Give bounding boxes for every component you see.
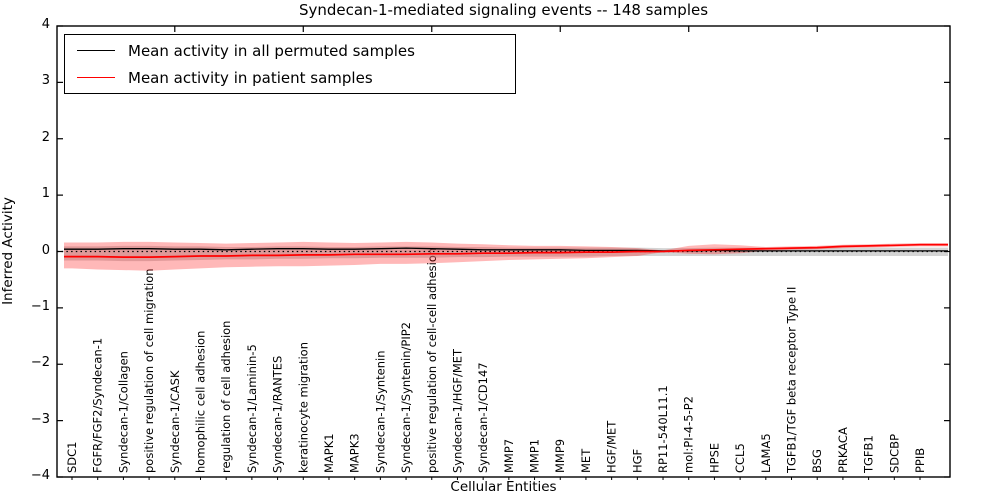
legend: Mean activity in all permuted samples Me… xyxy=(64,34,516,94)
x-tick-label: MMP9 xyxy=(553,439,567,473)
y-tick-label: −1 xyxy=(30,298,50,314)
x-tick-label: MET xyxy=(579,448,593,473)
x-tick-label: TGFB1 xyxy=(862,435,876,474)
permuted-mean-line xyxy=(64,247,948,252)
y-tick-label: −3 xyxy=(30,411,50,427)
y-tick-label: −4 xyxy=(30,468,50,483)
y-tick-label: 1 xyxy=(41,186,50,202)
x-tick-label: MAPK3 xyxy=(348,433,362,473)
x-tick-label: PPIB xyxy=(913,448,927,473)
y-tick-label: 0 xyxy=(41,242,50,258)
x-tick-label: MAPK1 xyxy=(322,433,336,473)
legend-item-patient: Mean activity in patient samples xyxy=(65,65,515,91)
x-tick-label: HGF xyxy=(630,449,644,473)
x-tick-label: SDCBP xyxy=(887,434,901,473)
x-tick-label: CCL5 xyxy=(733,443,747,473)
x-tick-label: SDC1 xyxy=(65,441,79,473)
chart-title: Syndecan-1-mediated signaling events -- … xyxy=(298,1,709,19)
x-tick-label: Syndecan-1/CD147 xyxy=(476,362,490,473)
x-tick-label: RP11-540L11.1 xyxy=(656,385,670,473)
x-tick-label: HPSE xyxy=(707,443,721,473)
y-tick-label: −2 xyxy=(30,355,50,371)
x-tick-label: positive regulation of cell-cell adhesio… xyxy=(425,248,439,473)
x-tick-label: regulation of cell adhesion xyxy=(219,321,233,473)
x-tick-label: HGF/MET xyxy=(605,420,619,473)
x-tick-label: TGFB1/TGF beta receptor Type II xyxy=(785,287,799,474)
x-tick-label: Syndecan-1/Collagen xyxy=(116,351,130,473)
legend-label-permuted: Mean activity in all permuted samples xyxy=(128,41,415,60)
x-tick-label: Syndecan-1/RANTES xyxy=(271,356,285,473)
x-tick-label: Syndecan-1/CASK xyxy=(168,370,182,473)
x-tick-label: positive regulation of cell migration xyxy=(142,268,156,473)
x-axis-label: Cellular Entities xyxy=(450,479,557,495)
x-tick-label: Syndecan-1/Laminin-5 xyxy=(245,344,259,473)
x-tick-label: LAMA5 xyxy=(759,433,773,473)
patient-mean-line xyxy=(64,243,948,258)
x-tick-label: keratinocyte migration xyxy=(296,342,310,473)
x-tick-label: Syndecan-1/Syntenin xyxy=(373,350,387,473)
x-tick-label: BSG xyxy=(810,449,824,473)
legend-label-patient: Mean activity in patient samples xyxy=(128,68,373,87)
legend-item-permuted: Mean activity in all permuted samples xyxy=(65,38,515,64)
legend-black-line-icon xyxy=(77,50,115,51)
x-tick-label: PRKACA xyxy=(836,427,850,473)
legend-red-line-icon xyxy=(77,77,115,78)
x-tick-label: Syndecan-1/Syntenin/PIP2 xyxy=(399,322,413,473)
x-tick-label: homophilic cell adhesion xyxy=(193,331,207,473)
x-tick-label: FGFR/FGF2/Syndecan-1 xyxy=(91,338,105,473)
x-tick-label: MMP1 xyxy=(528,439,542,473)
y-tick-label: 3 xyxy=(41,73,50,89)
x-tick-label: mol:PI-4-5-P2 xyxy=(682,396,696,473)
y-tick-label: 4 xyxy=(41,17,50,32)
y-tick-label: 2 xyxy=(41,129,50,145)
x-tick-label: MMP7 xyxy=(502,439,516,473)
x-tick-label: Syndecan-1/HGF/MET xyxy=(450,348,464,473)
